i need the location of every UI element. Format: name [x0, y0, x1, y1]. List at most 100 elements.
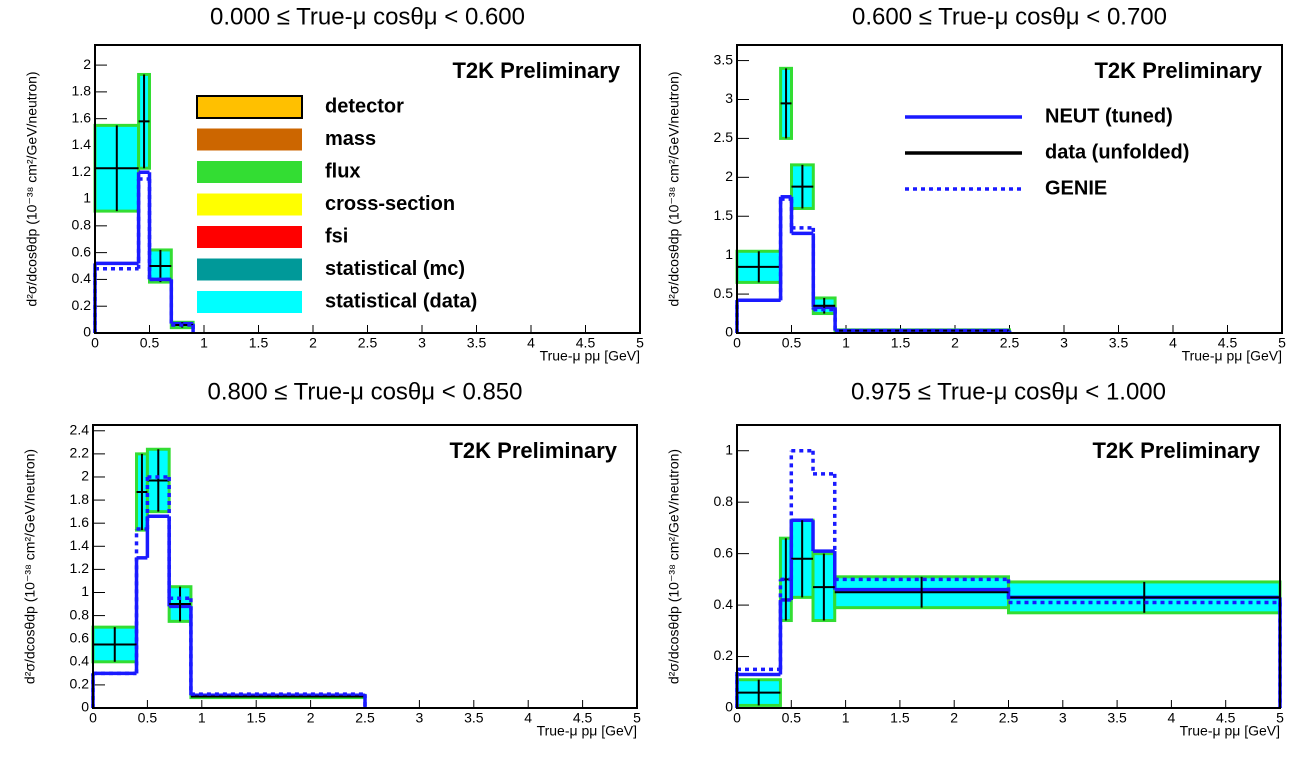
- x-tick-label: 3: [1060, 335, 1068, 351]
- x-tick-label: 1.5: [891, 335, 911, 351]
- legend-label: mass: [325, 128, 376, 150]
- chart-title: 0.800 ≤ True-μ cosθμ < 0.850: [207, 378, 522, 405]
- plot-frame: [94, 44, 641, 334]
- x-axis-label: True-μ pμ [GeV]: [1182, 348, 1282, 364]
- legend-label: NEUT (tuned): [1045, 105, 1173, 127]
- legend-label: detector: [325, 95, 404, 117]
- x-tick-label: 5: [636, 335, 644, 351]
- y-tick-label: 1.6: [70, 514, 90, 530]
- x-tick-label: 3.5: [467, 335, 487, 351]
- x-tick-label: 2: [951, 335, 959, 351]
- x-tick-label: 1.5: [249, 335, 269, 351]
- x-tick-label: 0.5: [782, 335, 802, 351]
- y-tick-label: 1.6: [72, 109, 92, 125]
- legend-label: flux: [325, 160, 361, 182]
- y-tick-label: 2.4: [70, 421, 90, 437]
- y-axis-label: d²σ/dcosθdp (10⁻³⁸ cm²/GeV/neutron): [666, 71, 682, 306]
- y-tick-label: 1.8: [70, 491, 90, 507]
- y-tick-label: 0.6: [714, 544, 734, 560]
- x-tick-label: 0.5: [138, 710, 158, 726]
- legend-label: statistical (mc): [325, 258, 465, 280]
- x-tick-label: 2.5: [999, 710, 1019, 726]
- y-tick-label: 0.2: [72, 297, 92, 313]
- x-tick-label: 5: [1278, 335, 1286, 351]
- y-tick-label: 0.4: [714, 596, 734, 612]
- legend-label: fsi: [325, 225, 348, 247]
- chart-title: 0.600 ≤ True-μ cosθμ < 0.700: [852, 3, 1167, 30]
- x-tick-label: 3.5: [1107, 710, 1127, 726]
- y-tick-label: 2: [83, 56, 91, 72]
- x-tick-label: 3: [1059, 710, 1067, 726]
- y-tick-label: 0.8: [72, 217, 92, 233]
- legend-swatch: [197, 128, 302, 151]
- y-tick-label: 3: [725, 90, 733, 106]
- x-tick-label: 2.5: [358, 335, 378, 351]
- annotation: T2K Preliminary: [449, 438, 617, 463]
- y-tick-label: 1: [725, 246, 733, 262]
- x-tick-label: 4.5: [1216, 710, 1236, 726]
- x-tick-label: 4: [1169, 335, 1177, 351]
- y-tick-label: 0.4: [72, 270, 92, 286]
- y-axis-label: d²σ/dcosθdp (10⁻³⁸ cm²/GeV/neutron): [22, 449, 38, 684]
- y-tick-label: 0: [83, 324, 91, 340]
- legend-swatch: [197, 226, 302, 248]
- x-tick-label: 2: [950, 710, 958, 726]
- annotation: T2K Preliminary: [452, 58, 620, 83]
- y-tick-label: 2: [725, 168, 733, 184]
- y-tick-label: 1: [81, 583, 89, 599]
- x-tick-label: 1.5: [246, 710, 266, 726]
- x-tick-label: 4: [1168, 710, 1176, 726]
- x-tick-label: 2.5: [1000, 335, 1020, 351]
- x-axis-label: True-μ pμ [GeV]: [537, 723, 637, 739]
- y-tick-label: 2: [81, 468, 89, 484]
- legend-swatch: [197, 291, 302, 313]
- y-tick-label: 0: [81, 699, 89, 715]
- y-tick-label: 0.5: [714, 285, 734, 301]
- y-tick-label: 1.4: [72, 136, 92, 152]
- legend-swatch: [197, 161, 302, 183]
- y-tick-label: 0.8: [714, 493, 734, 509]
- x-tick-label: 3.5: [464, 710, 484, 726]
- x-tick-label: 1: [200, 335, 208, 351]
- x-tick-label: 2: [309, 335, 317, 351]
- y-tick-label: 0: [725, 324, 733, 340]
- x-axis-label: True-μ pμ [GeV]: [540, 348, 640, 364]
- y-tick-label: 1.5: [714, 207, 734, 223]
- x-tick-label: 0: [733, 710, 741, 726]
- y-tick-label: 1.8: [72, 83, 92, 99]
- y-tick-label: 0.8: [70, 606, 90, 622]
- x-tick-label: 1.5: [890, 710, 910, 726]
- y-tick-label: 0.6: [72, 243, 92, 259]
- y-axis-label: d²σ/dcosθdp (10⁻³⁸ cm²/GeV/neutron): [666, 449, 682, 684]
- x-tick-label: 2: [307, 710, 315, 726]
- y-tick-label: 2.2: [70, 445, 90, 461]
- plot-frame: [92, 424, 638, 709]
- y-tick-label: 0.4: [70, 652, 90, 668]
- x-tick-label: 4.5: [576, 335, 596, 351]
- y-tick-label: 2.5: [714, 129, 734, 145]
- legend-label: statistical (data): [325, 290, 477, 312]
- x-tick-label: 0: [89, 710, 97, 726]
- legend-swatch: [196, 95, 303, 119]
- x-tick-label: 0: [733, 335, 741, 351]
- legend-swatch: [197, 193, 302, 216]
- legend-label: GENIE: [1045, 177, 1107, 199]
- annotation: T2K Preliminary: [1092, 438, 1260, 463]
- x-tick-label: 0.5: [782, 710, 802, 726]
- legend-label: cross-section: [325, 193, 455, 215]
- x-tick-label: 0: [91, 335, 99, 351]
- y-tick-label: 0.2: [714, 647, 734, 663]
- x-tick-label: 4.5: [1218, 335, 1238, 351]
- y-tick-label: 1.2: [70, 560, 90, 576]
- x-tick-label: 1: [198, 710, 206, 726]
- y-tick-label: 1: [83, 190, 91, 206]
- legend-swatch: [197, 258, 302, 281]
- chart-title: 0.975 ≤ True-μ cosθμ < 1.000: [851, 378, 1166, 405]
- y-tick-label: 0.2: [70, 676, 90, 692]
- x-tick-label: 4: [527, 335, 535, 351]
- x-tick-label: 1: [842, 335, 850, 351]
- x-tick-label: 3.5: [1109, 335, 1129, 351]
- chart-title: 0.000 ≤ True-μ cosθμ < 0.600: [210, 3, 525, 30]
- plot-frame: [736, 44, 1283, 334]
